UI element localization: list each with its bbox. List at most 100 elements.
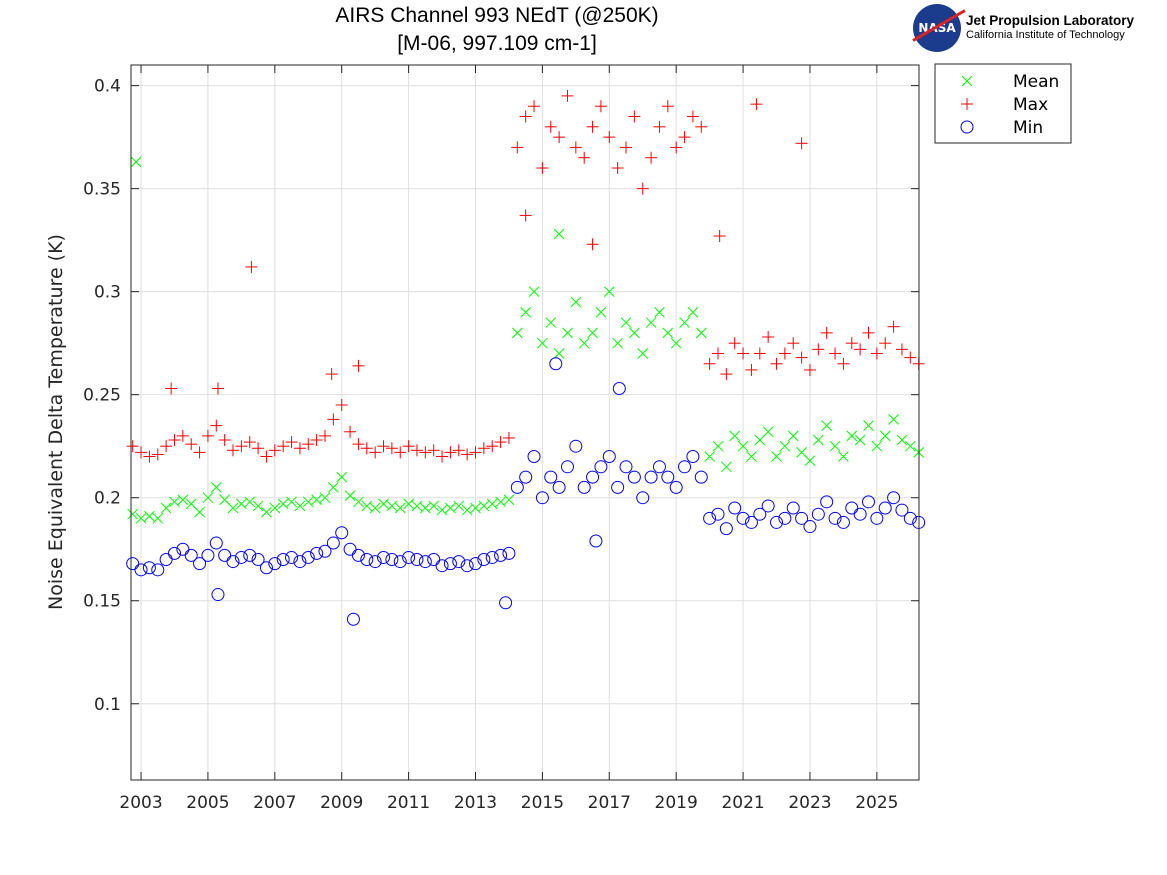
- min-point: [527, 449, 541, 463]
- min-point: [535, 491, 549, 505]
- max-point: [678, 131, 691, 144]
- max-point: [770, 357, 783, 370]
- max-outlier-point: [795, 137, 808, 150]
- min-point: [887, 491, 901, 505]
- min-point: [502, 546, 516, 560]
- min-point: [778, 511, 792, 525]
- mean-point: [578, 337, 590, 349]
- min-outlier-point: [211, 588, 225, 602]
- mean-point: [319, 492, 331, 504]
- mean-point: [135, 512, 147, 524]
- data-points: [126, 89, 926, 626]
- mean-point: [804, 455, 816, 466]
- y-tick-label: 0.25: [83, 386, 121, 406]
- mean-point: [904, 440, 916, 452]
- mean-point: [587, 327, 598, 339]
- max-point: [870, 347, 883, 360]
- min-point: [627, 470, 641, 484]
- mean-point: [495, 496, 506, 508]
- min-point: [611, 480, 625, 494]
- min-point: [310, 546, 324, 560]
- max-point: [243, 436, 256, 449]
- max-point: [302, 438, 315, 451]
- max-point: [235, 440, 248, 453]
- min-point: [678, 460, 692, 474]
- min-point: [335, 526, 349, 540]
- min-point: [786, 501, 800, 515]
- mean-point: [453, 500, 465, 512]
- min-point: [318, 544, 332, 558]
- mean-point: [378, 498, 389, 510]
- min-point: [845, 501, 859, 515]
- legend-marker-max: [961, 98, 973, 110]
- mean-point: [854, 434, 866, 446]
- mean-point: [879, 430, 891, 442]
- legend-label-max: Max: [1013, 95, 1048, 115]
- mean-point: [419, 502, 431, 514]
- plot-axes-box: [130, 64, 920, 781]
- max-outlier-point: [211, 382, 224, 395]
- x-tick-label: 2013: [454, 793, 497, 813]
- min-point: [636, 491, 650, 505]
- y-tick-label: 0.35: [83, 180, 121, 200]
- min-point: [744, 515, 758, 529]
- max-point: [812, 343, 825, 356]
- mean-point: [394, 502, 406, 514]
- max-point: [653, 120, 666, 133]
- legend-marker-mean: [961, 75, 973, 87]
- max-point: [711, 347, 724, 360]
- max-point: [185, 438, 198, 451]
- mean-point: [846, 430, 858, 442]
- max-point: [795, 351, 808, 364]
- mean-point: [210, 482, 222, 493]
- mean-point: [160, 502, 172, 514]
- max-point: [327, 413, 340, 426]
- mean-point: [436, 504, 448, 516]
- max-point: [753, 347, 766, 360]
- mean-point: [687, 306, 699, 318]
- mean-point: [712, 440, 724, 452]
- max-point: [318, 429, 331, 442]
- mean-point: [286, 496, 297, 508]
- min-outlier-point: [612, 382, 626, 396]
- mean-point: [562, 327, 573, 339]
- min-point: [594, 460, 608, 474]
- y-tick-label: 0.1: [94, 695, 121, 715]
- min-point: [485, 550, 499, 564]
- max-outlier-point: [713, 230, 726, 243]
- mean-point: [746, 451, 757, 462]
- mean-point: [503, 494, 515, 506]
- nasa-meatball-icon: NASA: [913, 4, 961, 52]
- min-point: [686, 449, 700, 463]
- mean-point: [327, 482, 339, 493]
- mean-point: [888, 414, 899, 425]
- max-point: [252, 442, 265, 455]
- max-point: [695, 120, 708, 133]
- min-point: [285, 550, 299, 564]
- mean-point: [344, 490, 356, 502]
- max-point: [837, 357, 850, 370]
- max-point: [126, 440, 139, 453]
- mean-point: [637, 348, 649, 359]
- mean-point: [603, 286, 615, 298]
- min-point: [811, 507, 825, 521]
- mean-point: [361, 500, 373, 512]
- min-point: [377, 550, 391, 564]
- min-point: [393, 555, 407, 569]
- y-tick-label: 0.3: [94, 283, 121, 303]
- min-point: [460, 559, 474, 573]
- x-tick-label: 2021: [721, 793, 764, 813]
- min-point: [218, 548, 232, 562]
- mean-point: [294, 500, 306, 512]
- max-point: [594, 100, 607, 113]
- min-point: [251, 553, 265, 567]
- mean-outlier-point: [553, 228, 565, 240]
- mean-point: [779, 440, 791, 452]
- min-point: [418, 555, 432, 569]
- mean-point: [252, 500, 264, 512]
- max-point: [569, 141, 582, 154]
- max-point: [469, 446, 482, 459]
- mean-point: [403, 498, 414, 510]
- max-point: [360, 442, 373, 455]
- min-outlier-point: [499, 596, 513, 610]
